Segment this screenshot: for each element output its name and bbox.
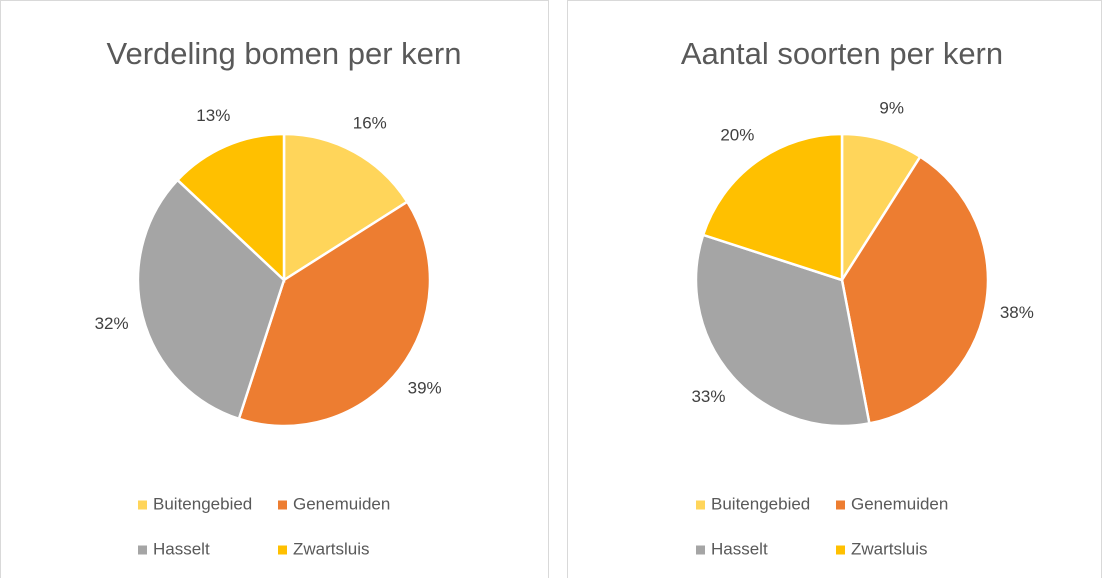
pie-slice xyxy=(175,132,286,283)
data-label: 16% xyxy=(353,114,387,133)
legend-label: Buitengebied xyxy=(711,494,810,513)
pie-slice xyxy=(840,132,922,285)
pie-slice xyxy=(840,155,990,425)
legend-swatch xyxy=(696,545,705,555)
chart-title: Aantal soorten per kern xyxy=(681,36,1003,71)
legend-label: Hasselt xyxy=(153,539,210,558)
legend-swatch xyxy=(278,500,287,510)
legend-swatch xyxy=(138,545,147,555)
legend-swatch xyxy=(138,500,147,510)
data-label: 38% xyxy=(1000,303,1034,322)
legend-swatch xyxy=(278,545,287,555)
legend-label: Genemuiden xyxy=(851,494,948,513)
data-label: 39% xyxy=(408,379,442,398)
data-label: 13% xyxy=(196,106,230,125)
legend-swatch xyxy=(836,500,845,510)
legend-swatch xyxy=(836,545,845,555)
legend-label: Zwartsluis xyxy=(851,539,928,558)
legend-label: Hasselt xyxy=(711,539,768,558)
pie-slice xyxy=(136,178,286,421)
pie-slice xyxy=(694,233,871,428)
legend-label: Buitengebied xyxy=(153,494,252,513)
legend-label: Zwartsluis xyxy=(293,539,370,558)
data-label: 32% xyxy=(95,314,129,333)
pie-slice xyxy=(701,132,844,282)
pie-slice xyxy=(282,132,409,283)
chart-title: Verdeling bomen per kern xyxy=(106,36,461,71)
data-label: 9% xyxy=(879,99,904,118)
legend-swatch xyxy=(696,500,705,510)
legend-label: Genemuiden xyxy=(293,494,390,513)
data-label: 33% xyxy=(691,387,725,406)
data-label: 20% xyxy=(720,125,754,144)
pie-slice xyxy=(237,200,432,428)
